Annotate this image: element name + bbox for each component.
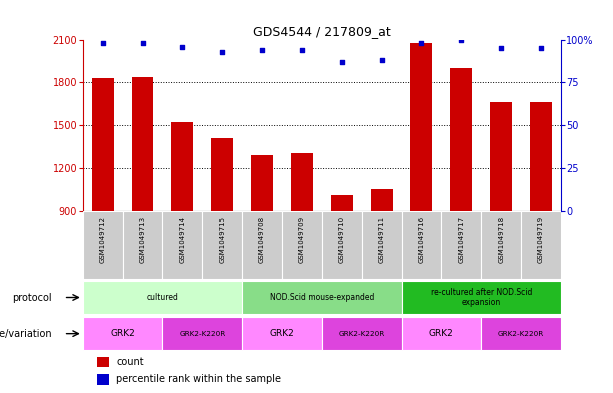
Bar (123, 211, 162, 279)
Text: GRK2: GRK2 (429, 329, 454, 338)
Bar (322, 211, 362, 279)
Point (456, 37, 466, 43)
Text: GRK2-K220R: GRK2-K220R (179, 331, 226, 337)
Bar (402, 317, 481, 350)
Bar (402, 211, 441, 279)
Bar (92, 78, 113, 211)
Text: GRK2: GRK2 (110, 329, 135, 338)
Text: cultured: cultured (147, 293, 178, 302)
Bar (83, 211, 123, 279)
Bar (481, 211, 521, 279)
Bar (331, 195, 352, 211)
Bar (162, 211, 202, 279)
Bar (162, 317, 242, 350)
Bar (97, 374, 109, 385)
Text: GRK2-K220R: GRK2-K220R (498, 331, 544, 337)
Point (417, 40, 427, 46)
Bar (97, 357, 109, 367)
Bar (362, 211, 402, 279)
Bar (242, 317, 322, 350)
Text: protocol: protocol (12, 292, 52, 303)
Text: genotype/variation: genotype/variation (0, 329, 52, 339)
Bar (172, 122, 193, 211)
Text: GSM1049710: GSM1049710 (339, 216, 345, 263)
Bar (490, 102, 512, 211)
Bar (481, 317, 561, 350)
Text: GSM1049716: GSM1049716 (419, 216, 424, 263)
Text: GRK2-K220R: GRK2-K220R (338, 331, 385, 337)
Point (178, 43, 188, 50)
Text: GSM1049709: GSM1049709 (299, 216, 305, 263)
Bar (371, 189, 392, 211)
Text: GRK2: GRK2 (270, 329, 294, 338)
Point (137, 40, 148, 46)
Bar (83, 281, 242, 314)
Text: GSM1049713: GSM1049713 (140, 216, 145, 263)
Bar (282, 211, 322, 279)
Bar (83, 317, 162, 350)
Point (297, 47, 307, 53)
Point (218, 48, 227, 55)
Point (497, 45, 506, 51)
Bar (451, 68, 472, 211)
Text: GSM1049714: GSM1049714 (180, 216, 185, 263)
Point (257, 47, 267, 53)
Text: GSM1049717: GSM1049717 (459, 216, 464, 263)
Title: GDS4544 / 217809_at: GDS4544 / 217809_at (253, 26, 390, 39)
Text: GSM1049719: GSM1049719 (538, 216, 544, 263)
Text: GSM1049712: GSM1049712 (100, 216, 105, 263)
Bar (251, 155, 273, 211)
Bar (242, 281, 402, 314)
Bar (402, 281, 561, 314)
Bar (322, 317, 402, 350)
Point (98, 40, 108, 46)
Bar (411, 42, 432, 211)
Text: count: count (116, 357, 144, 367)
Text: percentile rank within the sample: percentile rank within the sample (116, 375, 281, 384)
Text: re-cultured after NOD.Scid
expansion: re-cultured after NOD.Scid expansion (430, 288, 532, 307)
Text: GSM1049718: GSM1049718 (498, 216, 504, 263)
Bar (291, 153, 313, 211)
Point (536, 45, 546, 51)
Bar (211, 138, 233, 211)
Text: GSM1049715: GSM1049715 (219, 216, 225, 263)
Bar (132, 77, 153, 211)
Bar (202, 211, 242, 279)
Bar (530, 102, 552, 211)
Point (337, 59, 347, 65)
Bar (441, 211, 481, 279)
Text: GSM1049708: GSM1049708 (259, 216, 265, 263)
Text: NOD.Scid mouse-expanded: NOD.Scid mouse-expanded (270, 293, 374, 302)
Text: GSM1049711: GSM1049711 (379, 216, 384, 263)
Point (376, 57, 386, 63)
Bar (521, 211, 561, 279)
Bar (242, 211, 282, 279)
